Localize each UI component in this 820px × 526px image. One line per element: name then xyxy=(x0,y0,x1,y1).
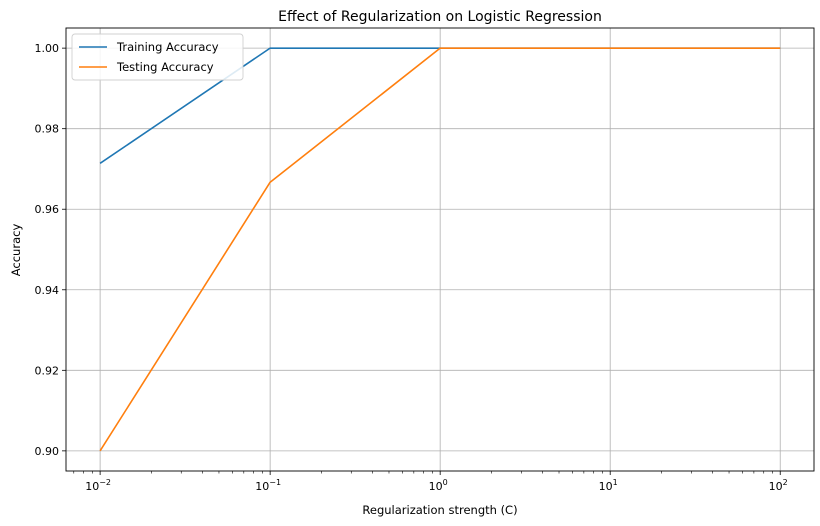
x-tick-exponent: −2 xyxy=(99,478,111,487)
x-tick-label: 101 xyxy=(599,478,618,493)
x-tick-base: 10 xyxy=(85,480,99,493)
chart-title: Effect of Regularization on Logistic Reg… xyxy=(278,9,602,25)
grid xyxy=(66,28,814,471)
x-tick-exponent: 2 xyxy=(783,478,788,487)
legend-label: Testing Accuracy xyxy=(116,60,214,74)
x-tick-exponent: 1 xyxy=(613,478,618,487)
x-tick-base: 10 xyxy=(429,480,443,493)
y-axis-ticks: 0.90 0.92 0.94 0.96 0.98 1.00 xyxy=(35,42,66,458)
x-tick-label: 10−2 xyxy=(85,478,111,493)
y-tick-label: 0.92 xyxy=(35,364,60,377)
y-tick-label: 0.94 xyxy=(35,284,60,297)
x-tick-base: 10 xyxy=(255,480,269,493)
x-axis-label: Regularization strength (C) xyxy=(362,503,517,517)
legend-label: Training Accuracy xyxy=(116,40,219,54)
x-tick-base: 10 xyxy=(769,480,783,493)
x-tick-label: 102 xyxy=(769,478,788,493)
y-axis-label: Accuracy xyxy=(9,224,23,277)
y-tick-label: 0.96 xyxy=(35,203,60,216)
x-tick-base: 10 xyxy=(599,480,613,493)
x-tick-exponent: −1 xyxy=(269,478,281,487)
series-lines xyxy=(99,47,781,452)
legend-box xyxy=(71,33,244,81)
y-tick-label: 0.98 xyxy=(35,123,60,136)
x-axis-ticks: 10−2 10−1 100 101 102 xyxy=(73,471,788,493)
series-line-2 xyxy=(99,47,781,452)
x-tick-exponent: 0 xyxy=(443,478,448,487)
y-tick-label: 0.90 xyxy=(35,445,60,458)
y-tick-label: 1.00 xyxy=(35,42,60,55)
legend: Training Accuracy Testing Accuracy xyxy=(71,33,244,81)
x-tick-label: 100 xyxy=(429,478,448,493)
x-tick-label: 10−1 xyxy=(255,478,281,493)
